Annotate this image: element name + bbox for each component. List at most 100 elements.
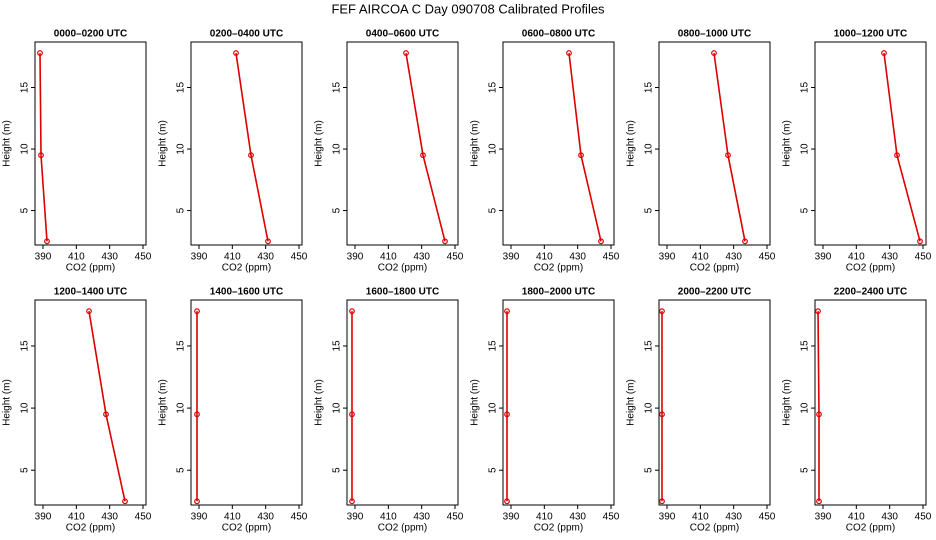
y-tick-label: 10 (644, 143, 655, 155)
x-axis-label: CO2 (ppm) (378, 263, 427, 274)
plot-box (346, 299, 459, 506)
data-point (403, 50, 409, 56)
y-tick-label: 5 (644, 467, 655, 473)
figure-title: FEF AIRCOA C Day 090708 Calibrated Profi… (331, 1, 605, 16)
plot-box (658, 299, 771, 506)
x-axis-label: CO2 (ppm) (846, 523, 895, 534)
y-tick-label: 15 (800, 340, 811, 352)
y-tick-label: 10 (332, 143, 343, 155)
x-tick-label: 430 (101, 252, 118, 263)
plot-box (814, 299, 927, 506)
panel: 0400–0600 UTC 390 410 430 450 5 10 15 CO2 (ppm) H… (314, 29, 464, 274)
y-tick-label: 10 (644, 402, 655, 414)
plot-box (34, 299, 147, 506)
data-point (442, 238, 448, 245)
x-tick-label: 390 (35, 512, 52, 523)
x-tick-label: 390 (659, 252, 676, 263)
data-point (420, 152, 426, 159)
x-tick-label: 410 (692, 252, 709, 263)
data-point (86, 308, 92, 315)
y-tick-label: 15 (488, 340, 499, 352)
data-point (742, 238, 748, 245)
panel-title: 0600–0800 UTC (522, 29, 595, 40)
x-tick-label: 430 (413, 512, 430, 523)
x-axis-label: CO2 (ppm) (534, 263, 583, 274)
data-point (816, 411, 822, 418)
data-point (194, 411, 200, 418)
y-tick-label: 5 (176, 467, 187, 473)
x-tick-label: 450 (759, 252, 776, 263)
panel-title: 2200–2400 UTC (834, 287, 907, 298)
x-tick-label: 430 (881, 512, 898, 523)
data-point (265, 238, 271, 245)
x-tick-label: 450 (135, 512, 152, 523)
x-tick-label: 430 (257, 252, 274, 263)
y-tick-label: 5 (644, 207, 655, 213)
data-point (349, 498, 355, 505)
x-tick-label: 390 (35, 252, 52, 263)
profile-line (235, 52, 269, 242)
y-tick-label: 10 (20, 143, 31, 155)
y-axis-label: Height (m) (626, 120, 637, 167)
panel-title: 2000–2200 UTC (678, 287, 751, 298)
data-point (504, 498, 510, 505)
y-tick-label: 15 (644, 340, 655, 352)
x-tick-label: 410 (848, 252, 865, 263)
x-tick-label: 430 (569, 252, 586, 263)
x-tick-label: 390 (815, 512, 832, 523)
x-axis-label: CO2 (ppm) (222, 263, 271, 274)
x-tick-label: 390 (503, 252, 520, 263)
x-axis-label: CO2 (ppm) (534, 523, 583, 534)
data-point (44, 238, 50, 245)
panel: 1400–1600 UTC 390 410 430 450 5 10 15 CO2 (ppm) H… (158, 287, 308, 534)
panel: 0800–1000 UTC 390 410 430 450 5 10 15 CO2 (ppm) H… (626, 29, 776, 274)
data-point (894, 152, 900, 159)
x-tick-label: 430 (569, 512, 586, 523)
x-axis-label: CO2 (ppm) (66, 263, 115, 274)
x-axis-label: CO2 (ppm) (222, 523, 271, 534)
y-tick-label: 5 (20, 467, 31, 473)
data-point (349, 308, 355, 315)
data-point (194, 498, 200, 505)
x-tick-label: 410 (68, 512, 85, 523)
x-tick-label: 430 (257, 512, 274, 523)
x-tick-label: 410 (380, 252, 397, 263)
y-tick-label: 15 (800, 82, 811, 94)
y-tick-label: 5 (488, 207, 499, 213)
panel-title: 1400–1600 UTC (210, 287, 283, 298)
y-tick-label: 5 (800, 207, 811, 213)
y-tick-label: 15 (20, 340, 31, 352)
panel: 1600–1800 UTC 390 410 430 450 5 10 15 CO2 (ppm) H… (314, 287, 464, 534)
plot-box (658, 41, 771, 246)
data-point (504, 411, 510, 418)
y-tick-label: 5 (488, 467, 499, 473)
x-tick-label: 390 (347, 252, 364, 263)
data-point (598, 238, 604, 245)
plot-box (814, 41, 927, 246)
data-point (248, 152, 254, 159)
panel: 0200–0400 UTC 390 410 430 450 5 10 15 CO2 (ppm) H… (158, 29, 308, 274)
data-point (711, 50, 717, 56)
data-point (233, 50, 239, 56)
x-tick-label: 430 (413, 252, 430, 263)
x-tick-label: 410 (224, 252, 241, 263)
y-tick-label: 15 (20, 82, 31, 94)
x-axis-label: CO2 (ppm) (690, 523, 739, 534)
x-tick-label: 410 (536, 252, 553, 263)
panel-title: 1000–1200 UTC (834, 29, 907, 40)
panel-title: 1800–2000 UTC (522, 287, 595, 298)
x-tick-label: 430 (725, 512, 742, 523)
y-tick-label: 15 (644, 82, 655, 94)
y-tick-label: 15 (332, 340, 343, 352)
x-axis-label: CO2 (ppm) (846, 263, 895, 274)
data-point (566, 50, 572, 56)
panel-title: 1200–1400 UTC (54, 287, 127, 298)
profile-line (88, 311, 126, 502)
x-tick-label: 410 (536, 512, 553, 523)
panel: 1000–1200 UTC 390 410 430 450 5 10 15 CO2 (ppm) H… (782, 29, 932, 274)
x-tick-label: 390 (815, 252, 832, 263)
y-tick-label: 10 (488, 143, 499, 155)
profile-line (883, 52, 921, 242)
panel: 0000–0200 UTC 390 410 430 450 5 10 15 CO2 (ppm) H… (2, 29, 152, 274)
